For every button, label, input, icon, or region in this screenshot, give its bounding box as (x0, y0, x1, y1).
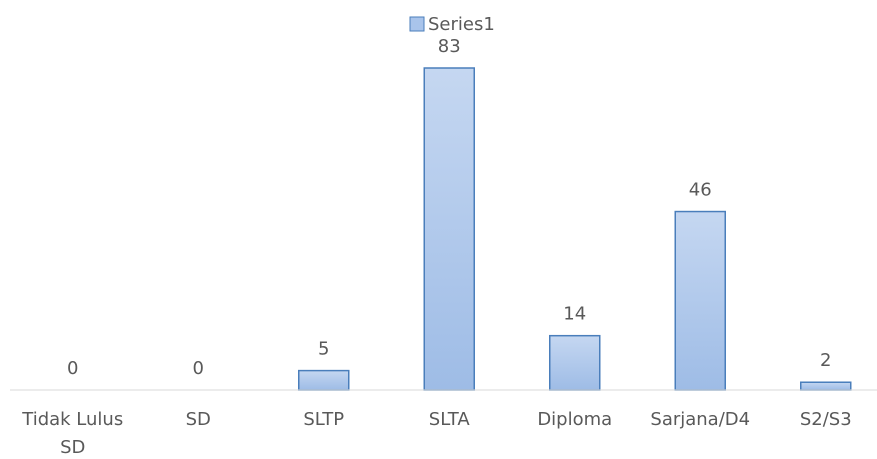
x-tick-label: SLTP (303, 409, 345, 430)
x-tick-label: Sarjana/D4 (650, 409, 751, 430)
x-tick-label: Tidak Lulus SD (22, 409, 124, 458)
bar (800, 381, 852, 391)
data-label: 14 (563, 304, 586, 325)
data-label: 0 (193, 358, 204, 379)
x-tick-label: SD (185, 409, 211, 430)
x-tick-label: SLTA (428, 409, 470, 430)
data-label: 83 (438, 36, 461, 57)
data-label: 46 (689, 180, 712, 201)
bar (298, 369, 350, 391)
x-tick-label: S2/S3 (799, 409, 852, 430)
data-label: 5 (318, 339, 329, 360)
legend-label: Series1 (428, 14, 495, 35)
data-label: 0 (67, 358, 78, 379)
data-label: 2 (820, 350, 831, 371)
x-tick-label: Diploma (537, 409, 613, 430)
bar (423, 67, 475, 391)
bar (674, 210, 726, 391)
legend-swatch (409, 16, 425, 32)
bar (549, 334, 601, 391)
